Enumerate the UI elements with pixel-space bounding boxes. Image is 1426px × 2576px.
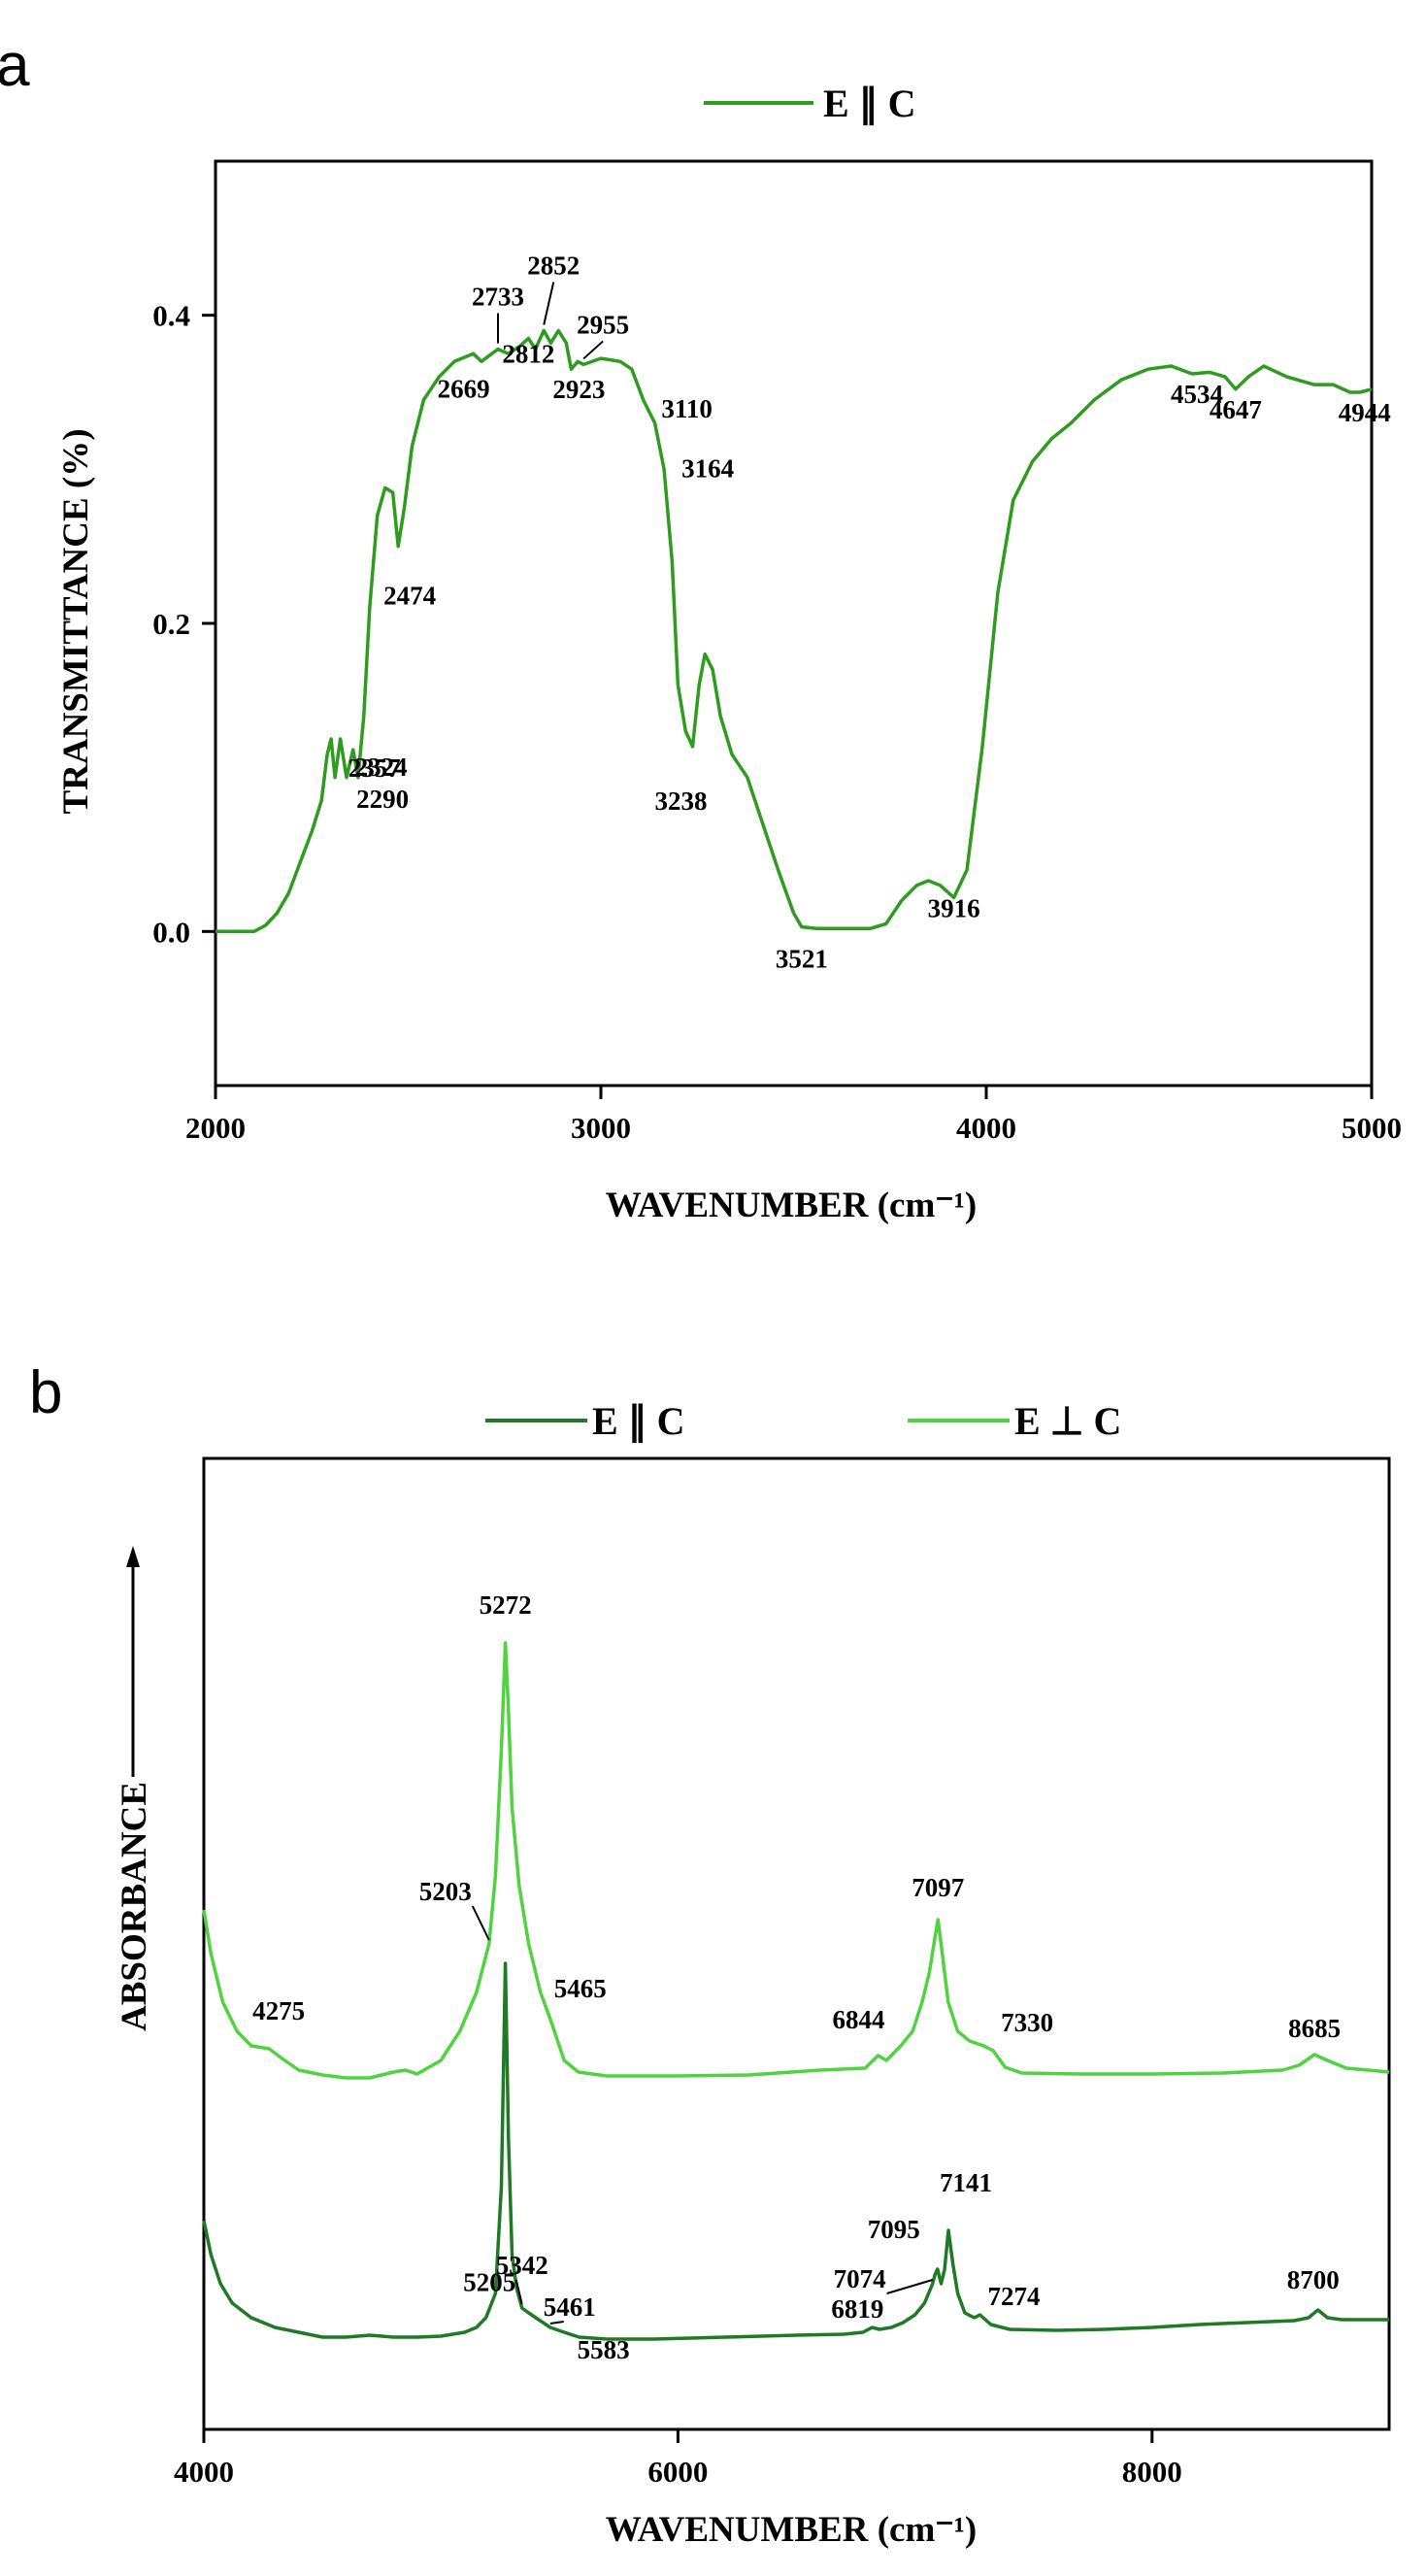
panel-b-peak-label: 5205: [463, 2268, 515, 2297]
panel-b-series-perpendicular-line: [202, 1641, 1390, 2080]
panel-b-peak-label: 7074: [834, 2264, 886, 2293]
panel-b-peak-label: 6844: [833, 2005, 885, 2034]
panel-b-peak-label: 8685: [1288, 2014, 1341, 2043]
panel-b-peak-label: 5461: [544, 2292, 596, 2322]
panel-b-peak-label: 7095: [868, 2215, 920, 2244]
panel-b-peak-label: 7141: [940, 2168, 992, 2197]
panel-a-peak-label: 3916: [928, 893, 980, 922]
panel-a-peak-label: 2812: [502, 339, 554, 368]
panel-b-peak-label: 7097: [912, 1873, 964, 1902]
panel-b-letter: b: [29, 1359, 62, 1426]
panel-b: b E ∥ C E ⊥ C 4000 6000 8000 5205534254615…: [29, 1359, 1391, 2550]
panel-b-annotation-leader: [471, 1905, 490, 1941]
panel-a-peak-label: 3110: [661, 394, 713, 423]
panel-b-peak-label: 6819: [831, 2294, 883, 2324]
panel-b-peak-label: 4275: [252, 1996, 305, 2025]
panel-a-peak-label: 2324: [355, 753, 408, 782]
panel-b-annotation-leader: [886, 2279, 933, 2294]
panel-a-peak-label: 2357: [348, 753, 401, 783]
panel-b-peak-label: 5203: [419, 1877, 472, 1906]
panel-a-series-line: [216, 328, 1373, 934]
panel-a-x-axis-title: WAVENUMBER (cm⁻¹): [606, 1186, 977, 1225]
panel-a-annotation-leader: [582, 340, 604, 360]
panel-a-series: [216, 328, 1373, 934]
panel-b-y-axis: ABSORBANCE: [115, 1546, 154, 2031]
panel-b-y-axis-title: ABSORBANCE: [115, 1782, 154, 2031]
panel-b-legend-label-perpendicular: E ⊥ C: [1014, 1399, 1121, 1443]
arrow-up-icon: [126, 1546, 140, 1567]
panel-b-x-tick-label: 6000: [647, 2455, 708, 2489]
panel-a-annotation-leader: [543, 282, 555, 325]
panel-b-peak-label: 5272: [480, 1590, 532, 1620]
panel-a-y-axis-title: TRANSMITTANCE (%): [56, 428, 96, 814]
panel-a-letter: a: [0, 32, 30, 99]
panel-a-peak-label: 2474: [383, 582, 436, 611]
panel-b-peak-label: 5465: [554, 1974, 607, 2003]
panel-a: a E ∥ C 2000 3000 4000 5000 0.00.20.4 22902…: [0, 32, 1402, 1225]
panel-b-annotation-leader: [549, 2321, 564, 2325]
panel-a-peak-label: 2852: [527, 251, 580, 281]
panel-a-x-tick-label: 4000: [956, 1111, 1016, 1145]
panel-b-peak-label: 7330: [1001, 2008, 1053, 2037]
panel-b-series-parallel-line: [202, 1961, 1389, 2341]
panel-a-peak-label: 2290: [356, 785, 409, 814]
panel-b-peak-label: 7274: [988, 2282, 1041, 2311]
panel-b-plot-frame: [202, 1456, 1391, 2431]
panel-a-legend: E ∥ C: [704, 82, 916, 126]
panel-b-x-tick-label: 4000: [174, 2455, 234, 2489]
panel-a-y-ticks: 0.0 0.2 0.4: [152, 299, 216, 949]
panel-b-x-tick-label: 8000: [1122, 2455, 1182, 2489]
panel-b-annotation-leader: [514, 2279, 523, 2305]
panel-a-peak-label: 2733: [472, 283, 524, 312]
panel-a-x-tick-label: 2000: [185, 1111, 246, 1145]
panel-a-x-tick-label: 5000: [1342, 1111, 1402, 1145]
panel-a-peak-label: 2923: [552, 375, 605, 404]
panel-a-x-ticks: 2000 3000 4000 5000: [185, 1086, 1402, 1145]
panel-b-legend: E ∥ C E ⊥ C: [485, 1399, 1121, 1444]
panel-a-peak-label: 3164: [681, 453, 734, 483]
panel-a-y-tick-label: 0.4: [152, 299, 190, 333]
panel-a-peak-label: 3238: [654, 786, 707, 816]
panel-b-peak-label: 5342: [496, 2251, 548, 2280]
panel-a-x-tick-label: 3000: [571, 1111, 631, 1145]
panel-b-x-axis-title: WAVENUMBER (cm⁻¹): [606, 2510, 977, 2550]
panel-a-peak-label: 2955: [577, 310, 629, 339]
panel-b-peak-label: 8700: [1287, 2265, 1340, 2294]
panel-b-peak-label: 5583: [578, 2335, 630, 2364]
panel-a-peak-label: 4944: [1339, 398, 1391, 427]
panel-a-y-tick-label: 0.2: [152, 607, 190, 641]
panel-a-peak-label: 3521: [776, 945, 828, 974]
panel-a-peak-label: 2669: [438, 374, 490, 403]
panel-b-x-ticks: 4000 6000 8000: [174, 2429, 1182, 2489]
panel-a-peak-label: 4647: [1210, 395, 1262, 424]
panel-a-y-tick-label: 0.0: [152, 915, 190, 949]
panel-b-legend-label-parallel: E ∥ C: [592, 1399, 685, 1444]
panel-a-peak-label: 4534: [1171, 380, 1223, 409]
panel-b-series: [202, 1641, 1390, 2341]
panel-a-legend-label: E ∥ C: [823, 82, 916, 126]
